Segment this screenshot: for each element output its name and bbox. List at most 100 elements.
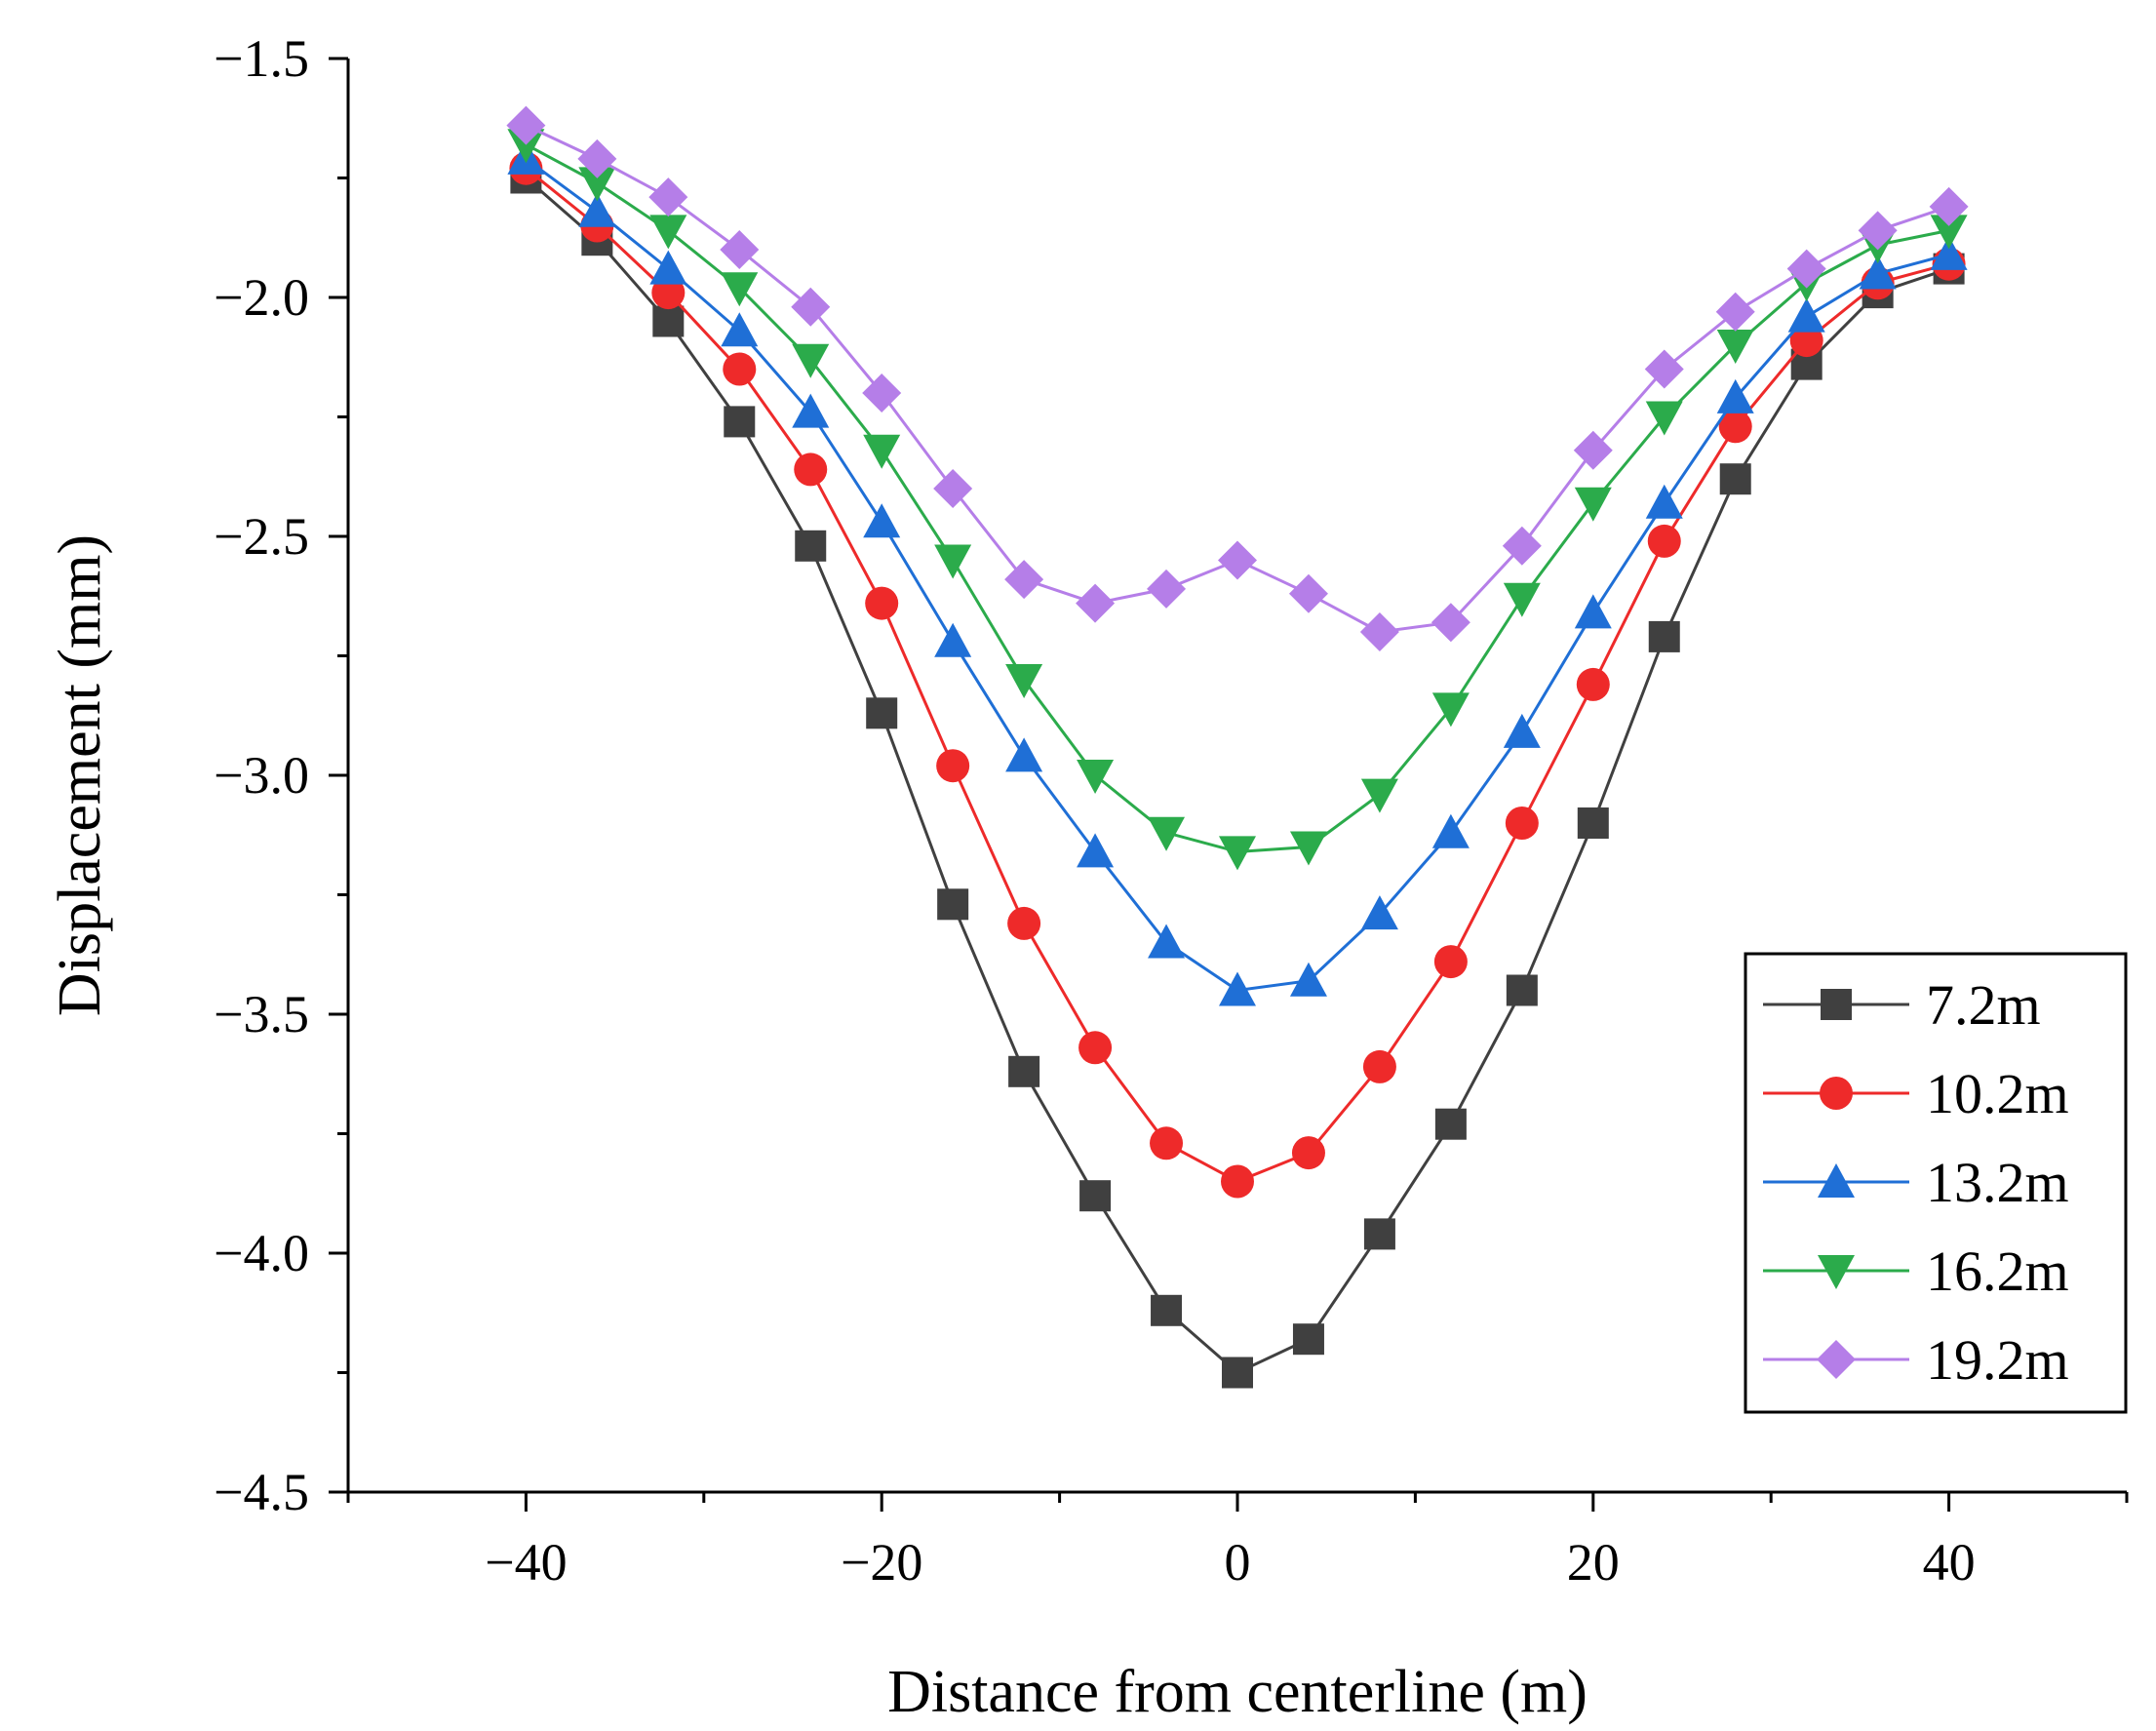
legend-marker xyxy=(1821,989,1852,1020)
data-point xyxy=(1291,1136,1325,1170)
data-point xyxy=(1431,692,1470,728)
data-point xyxy=(866,697,898,729)
data-point xyxy=(1787,297,1825,333)
data-point xyxy=(1716,378,1754,413)
data-point xyxy=(1004,560,1044,600)
data-point xyxy=(649,250,687,285)
series-16.2m xyxy=(507,129,1968,871)
series-13.2m xyxy=(507,139,1968,1006)
data-point xyxy=(1219,836,1256,871)
data-point xyxy=(1715,292,1755,332)
data-point xyxy=(720,230,760,269)
data-point xyxy=(1079,1180,1112,1212)
data-point xyxy=(1647,524,1681,558)
data-point xyxy=(721,272,759,307)
data-point xyxy=(1148,924,1186,959)
data-point xyxy=(578,167,616,202)
legend-label: 10.2m xyxy=(1926,1062,2069,1125)
data-point xyxy=(1577,807,1609,839)
legend-entry: 10.2m xyxy=(1763,1062,2069,1125)
x-axis: −40 −20 0 20 40 xyxy=(346,1490,2129,1592)
series-19.2m xyxy=(506,105,1969,651)
y-tick-label: −2.0 xyxy=(214,268,309,327)
data-point xyxy=(1148,816,1186,851)
data-point xyxy=(1008,1055,1040,1087)
data-point xyxy=(1292,1323,1324,1356)
data-point xyxy=(865,586,899,620)
series-7.2m xyxy=(510,162,1965,1389)
data-point xyxy=(648,177,688,217)
data-point xyxy=(795,530,827,562)
legend-entry: 13.2m xyxy=(1763,1151,2069,1214)
data-point xyxy=(1433,945,1468,979)
x-tick-label: 20 xyxy=(1567,1533,1620,1592)
data-point xyxy=(1007,906,1041,940)
data-point xyxy=(1289,831,1327,866)
data-point xyxy=(1648,620,1680,652)
legend-label: 19.2m xyxy=(1926,1328,2069,1392)
data-point xyxy=(1288,573,1328,613)
x-tick-label: −20 xyxy=(841,1533,922,1592)
data-point xyxy=(791,287,831,327)
data-point xyxy=(1076,583,1116,623)
data-point xyxy=(794,452,828,487)
data-point xyxy=(1645,401,1683,436)
data-point xyxy=(507,129,545,164)
data-point xyxy=(1219,971,1256,1006)
legend-entry: 7.2m xyxy=(1763,973,2041,1037)
legend-marker xyxy=(1817,1340,1856,1379)
y-tick-label: −4.5 xyxy=(214,1463,309,1521)
data-point xyxy=(1363,1218,1395,1250)
data-point xyxy=(1502,526,1542,566)
x-tick-label: 0 xyxy=(1225,1533,1251,1592)
data-point xyxy=(1360,778,1398,813)
data-point xyxy=(1431,603,1470,643)
y-tick-label: −3.5 xyxy=(214,985,309,1043)
x-tick-label: −40 xyxy=(485,1533,567,1592)
data-point xyxy=(1645,484,1683,519)
data-point xyxy=(934,622,972,657)
data-point xyxy=(1150,1126,1184,1161)
data-point xyxy=(934,544,972,579)
data-point xyxy=(1362,1049,1396,1083)
series-layer xyxy=(506,105,1969,1389)
data-point xyxy=(863,434,901,469)
legend-marker xyxy=(1818,1255,1855,1289)
legend-label: 16.2m xyxy=(1926,1239,2069,1303)
data-point xyxy=(506,105,546,145)
data-point xyxy=(577,138,617,178)
data-point xyxy=(937,888,969,921)
data-point xyxy=(1221,1164,1254,1199)
data-point xyxy=(649,215,687,250)
legend-entry: 16.2m xyxy=(1763,1239,2069,1303)
data-point xyxy=(1574,594,1612,629)
x-axis-title: Distance from centerline (m) xyxy=(887,1659,1588,1725)
data-point xyxy=(1431,813,1470,848)
data-point xyxy=(1222,1357,1253,1389)
data-point xyxy=(1505,806,1539,840)
data-point xyxy=(1289,962,1327,997)
data-point xyxy=(1574,487,1612,522)
data-point xyxy=(1930,215,1968,250)
data-point xyxy=(1151,1294,1183,1326)
data-point xyxy=(933,469,973,508)
data-point xyxy=(1718,410,1752,444)
data-point xyxy=(1503,713,1541,748)
data-point xyxy=(1077,760,1115,794)
data-point xyxy=(1218,540,1257,580)
data-point xyxy=(1644,349,1684,389)
y-tick-label: −1.5 xyxy=(214,29,309,88)
data-point xyxy=(724,406,756,438)
data-point xyxy=(792,393,830,428)
legend-entry: 19.2m xyxy=(1763,1328,2069,1392)
legend-marker xyxy=(1820,1077,1853,1110)
data-point xyxy=(1786,249,1826,289)
data-point xyxy=(1858,211,1898,251)
y-axis: −1.5 −2.0 −2.5 −3.0 −3.5 −4.0 −4.5 xyxy=(214,29,350,1521)
legend: 7.2m 10.2m 13.2m 16.2m 19.2m xyxy=(1744,952,2128,1414)
y-tick-label: −4.0 xyxy=(214,1224,309,1282)
data-point xyxy=(1503,582,1541,617)
data-point xyxy=(1147,569,1187,609)
data-point xyxy=(1930,235,1968,270)
